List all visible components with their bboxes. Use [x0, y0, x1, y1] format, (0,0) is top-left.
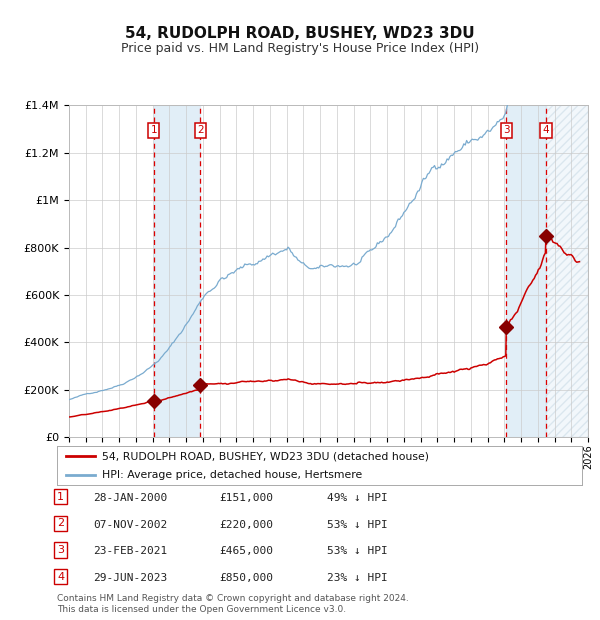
Bar: [154, 105, 200, 437]
Text: 29-JUN-2023: 29-JUN-2023: [93, 573, 167, 583]
Text: 1: 1: [57, 492, 64, 502]
Bar: [506, 105, 546, 437]
Bar: [546, 105, 588, 437]
Text: 53% ↓ HPI: 53% ↓ HPI: [327, 520, 388, 529]
Text: Price paid vs. HM Land Registry's House Price Index (HPI): Price paid vs. HM Land Registry's House …: [121, 42, 479, 55]
Text: £151,000: £151,000: [219, 493, 273, 503]
Text: 53% ↓ HPI: 53% ↓ HPI: [327, 546, 388, 556]
Text: 3: 3: [57, 545, 64, 555]
Text: 28-JAN-2000: 28-JAN-2000: [93, 493, 167, 503]
Text: 2: 2: [197, 125, 203, 135]
Text: 23-FEB-2021: 23-FEB-2021: [93, 546, 167, 556]
Text: 07-NOV-2002: 07-NOV-2002: [93, 520, 167, 529]
Text: 4: 4: [542, 125, 549, 135]
Text: 49% ↓ HPI: 49% ↓ HPI: [327, 493, 388, 503]
Text: £465,000: £465,000: [219, 546, 273, 556]
Text: Contains HM Land Registry data © Crown copyright and database right 2024.
This d: Contains HM Land Registry data © Crown c…: [57, 595, 409, 614]
Text: 3: 3: [503, 125, 509, 135]
Text: HPI: Average price, detached house, Hertsmere: HPI: Average price, detached house, Hert…: [101, 470, 362, 480]
Text: 2: 2: [57, 518, 64, 528]
Text: 1: 1: [151, 125, 157, 135]
Text: 23% ↓ HPI: 23% ↓ HPI: [327, 573, 388, 583]
Text: 54, RUDOLPH ROAD, BUSHEY, WD23 3DU (detached house): 54, RUDOLPH ROAD, BUSHEY, WD23 3DU (deta…: [101, 451, 428, 461]
Text: £850,000: £850,000: [219, 573, 273, 583]
Text: 4: 4: [57, 572, 64, 582]
Text: £220,000: £220,000: [219, 520, 273, 529]
Text: 54, RUDOLPH ROAD, BUSHEY, WD23 3DU: 54, RUDOLPH ROAD, BUSHEY, WD23 3DU: [125, 26, 475, 41]
